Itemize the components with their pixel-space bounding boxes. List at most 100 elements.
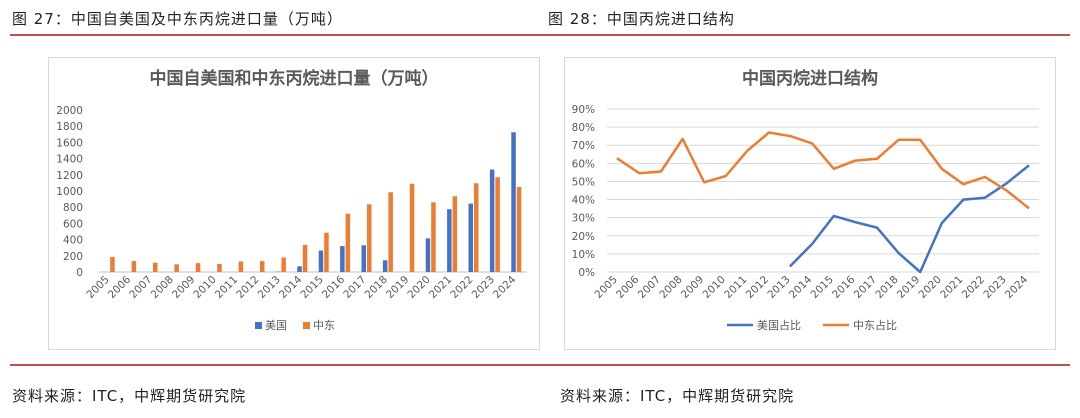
x-tick-label: 2010: [191, 274, 218, 301]
x-tick-label: 2018: [873, 274, 900, 301]
x-tick-label: 2013: [256, 274, 283, 301]
y-tick-label: 70%: [572, 140, 595, 152]
x-tick-label: 2008: [149, 274, 176, 301]
bar-me-2024: [516, 186, 522, 272]
bottom-rule: [10, 364, 1070, 366]
right-source-note: 资料来源：ITC，中辉期货研究院: [560, 387, 795, 405]
y-tick-label: 400: [63, 235, 83, 247]
series-line-us-share: [789, 164, 1030, 274]
x-tick-label: 2018: [363, 274, 390, 301]
x-tick-label: 2016: [830, 273, 858, 301]
bar-us-2023: [489, 169, 495, 272]
bar-me-2021: [452, 196, 458, 272]
y-tick-label: 600: [63, 218, 83, 230]
y-tick-label: 1200: [56, 170, 83, 182]
x-tick-label: 2009: [170, 274, 197, 301]
bar-me-2013: [281, 257, 286, 272]
x-tick-label: 2011: [213, 274, 240, 301]
bar-me-2005: [110, 257, 115, 272]
y-tick-label: 1000: [56, 186, 83, 198]
y-tick-label: 1400: [56, 154, 83, 166]
y-tick-label: 2000: [56, 105, 83, 117]
bar-me-2007: [153, 262, 158, 272]
bar-me-2006: [131, 261, 137, 272]
bar-me-2012: [260, 261, 265, 272]
y-tick-label: 10%: [572, 249, 595, 261]
y-tick-label: 80%: [572, 122, 595, 134]
left-source-note: 资料来源：ITC，中辉期货研究院: [12, 387, 247, 405]
x-tick-label: 2013: [765, 274, 792, 301]
x-tick-label: 2007: [127, 274, 154, 301]
y-tick-label: 90%: [572, 104, 595, 116]
x-tick-label: 2014: [787, 273, 815, 301]
y-tick-label: 30%: [572, 213, 595, 225]
bar-me-2023: [495, 177, 500, 272]
bar-us-2021: [447, 209, 452, 272]
y-tick-label: 200: [63, 251, 83, 263]
bar-me-2014: [302, 244, 308, 272]
x-tick-label: 2024: [1003, 273, 1031, 301]
legend-swatch-me: [303, 322, 310, 329]
x-tick-label: 2008: [657, 274, 684, 301]
x-tick-label: 2012: [234, 274, 261, 301]
bar-us-2014: [297, 266, 302, 272]
bar-us-2024: [511, 132, 516, 272]
bar-us-2016: [340, 246, 345, 272]
x-tick-label: 2023: [981, 274, 1008, 301]
x-tick-label: 2019: [384, 274, 411, 301]
bar-me-2010: [217, 263, 222, 272]
x-tick-label: 2006: [106, 273, 134, 301]
x-tick-label: 2005: [593, 274, 620, 301]
top-rule: [10, 34, 1070, 36]
x-tick-label: 2015: [809, 274, 836, 301]
x-tick-label: 2021: [427, 274, 454, 301]
chart-title: 中国丙烷进口结构: [742, 68, 878, 89]
x-tick-label: 2005: [84, 274, 111, 301]
legend-swatch-us: [255, 322, 262, 329]
bar-me-2015: [324, 232, 329, 272]
y-tick-label: 50%: [572, 176, 595, 188]
bar-chart-panel: 中国自美国和中东丙烷进口量（万吨） 0 200 400 600 800 1000 1200 14…: [48, 57, 540, 350]
bar-us-2020: [425, 238, 431, 272]
x-tick-label: 2010: [701, 274, 728, 301]
y-tick-label: 1800: [56, 121, 83, 133]
bar-me-2018: [388, 192, 393, 272]
x-tick-label: 2016: [320, 273, 348, 301]
x-tick-label: 2015: [298, 274, 325, 301]
bar-me-2009: [195, 263, 201, 272]
y-tick-label: 0%: [578, 267, 595, 279]
bar-us-2017: [361, 245, 366, 272]
x-tick-label: 2020: [405, 274, 432, 301]
x-tick-label: 2024: [491, 273, 519, 301]
x-tick-label: 2019: [895, 274, 922, 301]
bar-chart: 中国自美国和中东丙烷进口量（万吨） 0 200 400 600 800 1000 1200 14…: [56, 68, 527, 332]
bar-us-2022: [468, 203, 473, 272]
bar-us-2015: [318, 250, 324, 272]
x-tick-label: 2020: [917, 274, 944, 301]
legend-label-me: 中东: [313, 319, 335, 332]
x-tick-label: 2017: [341, 274, 368, 301]
legend-label-us: 美国: [265, 319, 287, 332]
y-tick-label: 20%: [572, 231, 595, 243]
x-tick-label: 2011: [722, 274, 749, 301]
bar-me-2008: [174, 264, 179, 272]
x-tick-label: 2022: [448, 274, 475, 301]
bar-me-2019: [409, 183, 415, 272]
bar-me-2020: [431, 202, 436, 272]
bar-me-2022: [474, 183, 479, 272]
bar-me-2017: [367, 204, 372, 272]
y-tick-label: 0: [76, 267, 83, 279]
left-figure-title: 图 27：中国自美国及中东丙烷进口量（万吨）: [12, 10, 343, 28]
line-chart: 中国丙烷进口结构 0% 10% 20% 30% 40% 50% 60% 70% 80% 90% 200…: [572, 68, 1039, 332]
series-line-me-share: [616, 131, 1030, 209]
x-tick-label: 2021: [938, 274, 965, 301]
y-tick-label: 800: [63, 202, 83, 214]
x-tick-label: 2014: [277, 273, 305, 301]
y-tick-label: 40%: [572, 195, 595, 207]
y-tick-label: 1600: [56, 137, 83, 149]
x-tick-label: 2017: [852, 274, 879, 301]
bar-me-2011: [238, 261, 244, 272]
x-tick-label: 2006: [614, 273, 642, 301]
line-chart-panel: 中国丙烷进口结构 0% 10% 20% 30% 40% 50% 60% 70% 80% 90% 200…: [564, 57, 1056, 350]
x-tick-label: 2009: [679, 274, 706, 301]
